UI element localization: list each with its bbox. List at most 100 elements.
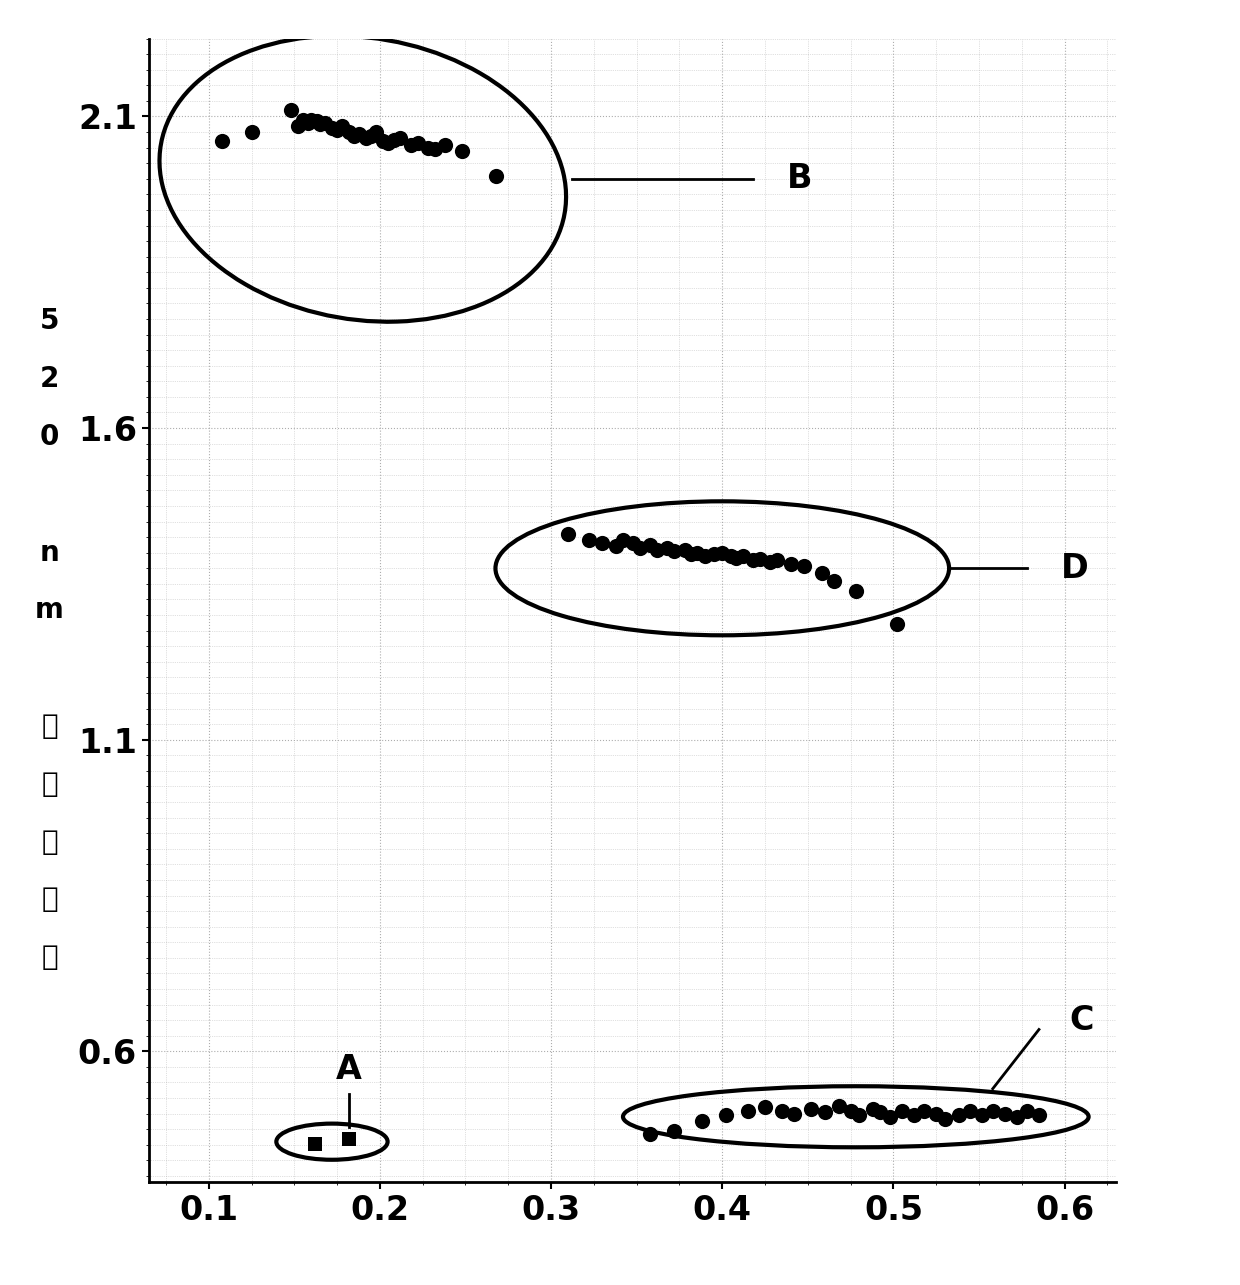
Point [350,123,370,144]
Point [935,1109,955,1130]
Point [1029,1105,1049,1126]
Point [435,134,455,154]
Point [675,540,694,560]
Point [613,529,632,550]
Point [640,535,660,555]
Point [408,132,428,153]
Point [801,1099,821,1119]
Text: A: A [336,1052,362,1086]
Point [630,537,650,558]
Point [593,533,613,554]
Point [755,1097,775,1118]
Point [657,537,677,558]
Point [293,109,312,130]
Point [760,551,780,572]
Point [378,132,398,153]
Point [1017,1100,1037,1121]
Point [665,541,684,562]
Point [887,614,906,635]
Point [846,581,866,601]
Point [784,1104,804,1124]
Point [733,546,753,567]
Point [926,1104,946,1124]
Text: 度: 度 [41,943,58,971]
Point [972,1105,992,1126]
Point [961,1100,981,1121]
Point [687,542,707,563]
Point [880,1106,900,1127]
Point [914,1100,934,1121]
Point [696,546,715,567]
Text: m: m [35,596,64,625]
Point [281,100,301,121]
Point [815,1103,835,1123]
Point [841,1100,861,1121]
Point [310,113,330,134]
Point [212,131,232,152]
Point [692,1110,712,1131]
Point [727,547,746,568]
Text: 0: 0 [40,423,60,451]
Point [373,131,393,152]
Point [863,1099,883,1119]
Point [301,109,321,130]
Point [288,116,308,136]
Point [340,122,360,143]
Text: B: B [787,162,813,195]
Point [306,112,326,132]
Point [949,1105,968,1126]
Point [812,563,832,583]
Point [425,139,445,159]
Point [298,112,317,132]
Point [383,130,403,150]
Point [715,1105,735,1126]
Point [720,546,740,567]
Point [322,117,342,137]
Text: 5: 5 [40,307,60,335]
Text: 2: 2 [40,365,60,393]
Point [340,1128,360,1149]
Point [558,524,578,545]
Point [305,1133,325,1154]
Point [391,128,410,149]
Point [712,542,732,563]
Text: D: D [1061,551,1089,585]
Point [904,1105,924,1126]
Text: 光: 光 [41,828,58,856]
Point [738,1100,758,1121]
Point [242,122,262,143]
Point [345,126,365,146]
Point [361,126,381,146]
Point [892,1100,911,1121]
Text: n: n [40,538,60,567]
Point [401,134,420,154]
Point [869,1103,889,1123]
Point [704,544,724,564]
Point [823,571,843,591]
Point [367,122,387,143]
Point [647,540,667,560]
Point [828,1096,848,1117]
Point [849,1105,869,1126]
Point [983,1100,1003,1121]
Point [682,544,702,564]
Point [356,128,376,149]
Point [768,550,787,571]
Point [1007,1106,1027,1127]
Point [994,1104,1014,1124]
Text: 强: 强 [41,885,58,914]
Point [606,536,626,556]
Point [665,1121,684,1141]
Point [640,1123,660,1144]
Point [795,556,815,577]
Text: C: C [1070,1004,1094,1037]
Point [579,529,599,550]
Point [743,550,763,571]
Point [781,554,801,574]
Point [486,166,506,186]
Text: 处: 处 [41,712,58,740]
Point [327,120,347,140]
Point [418,137,438,158]
Point [624,533,644,554]
Point [773,1100,792,1121]
